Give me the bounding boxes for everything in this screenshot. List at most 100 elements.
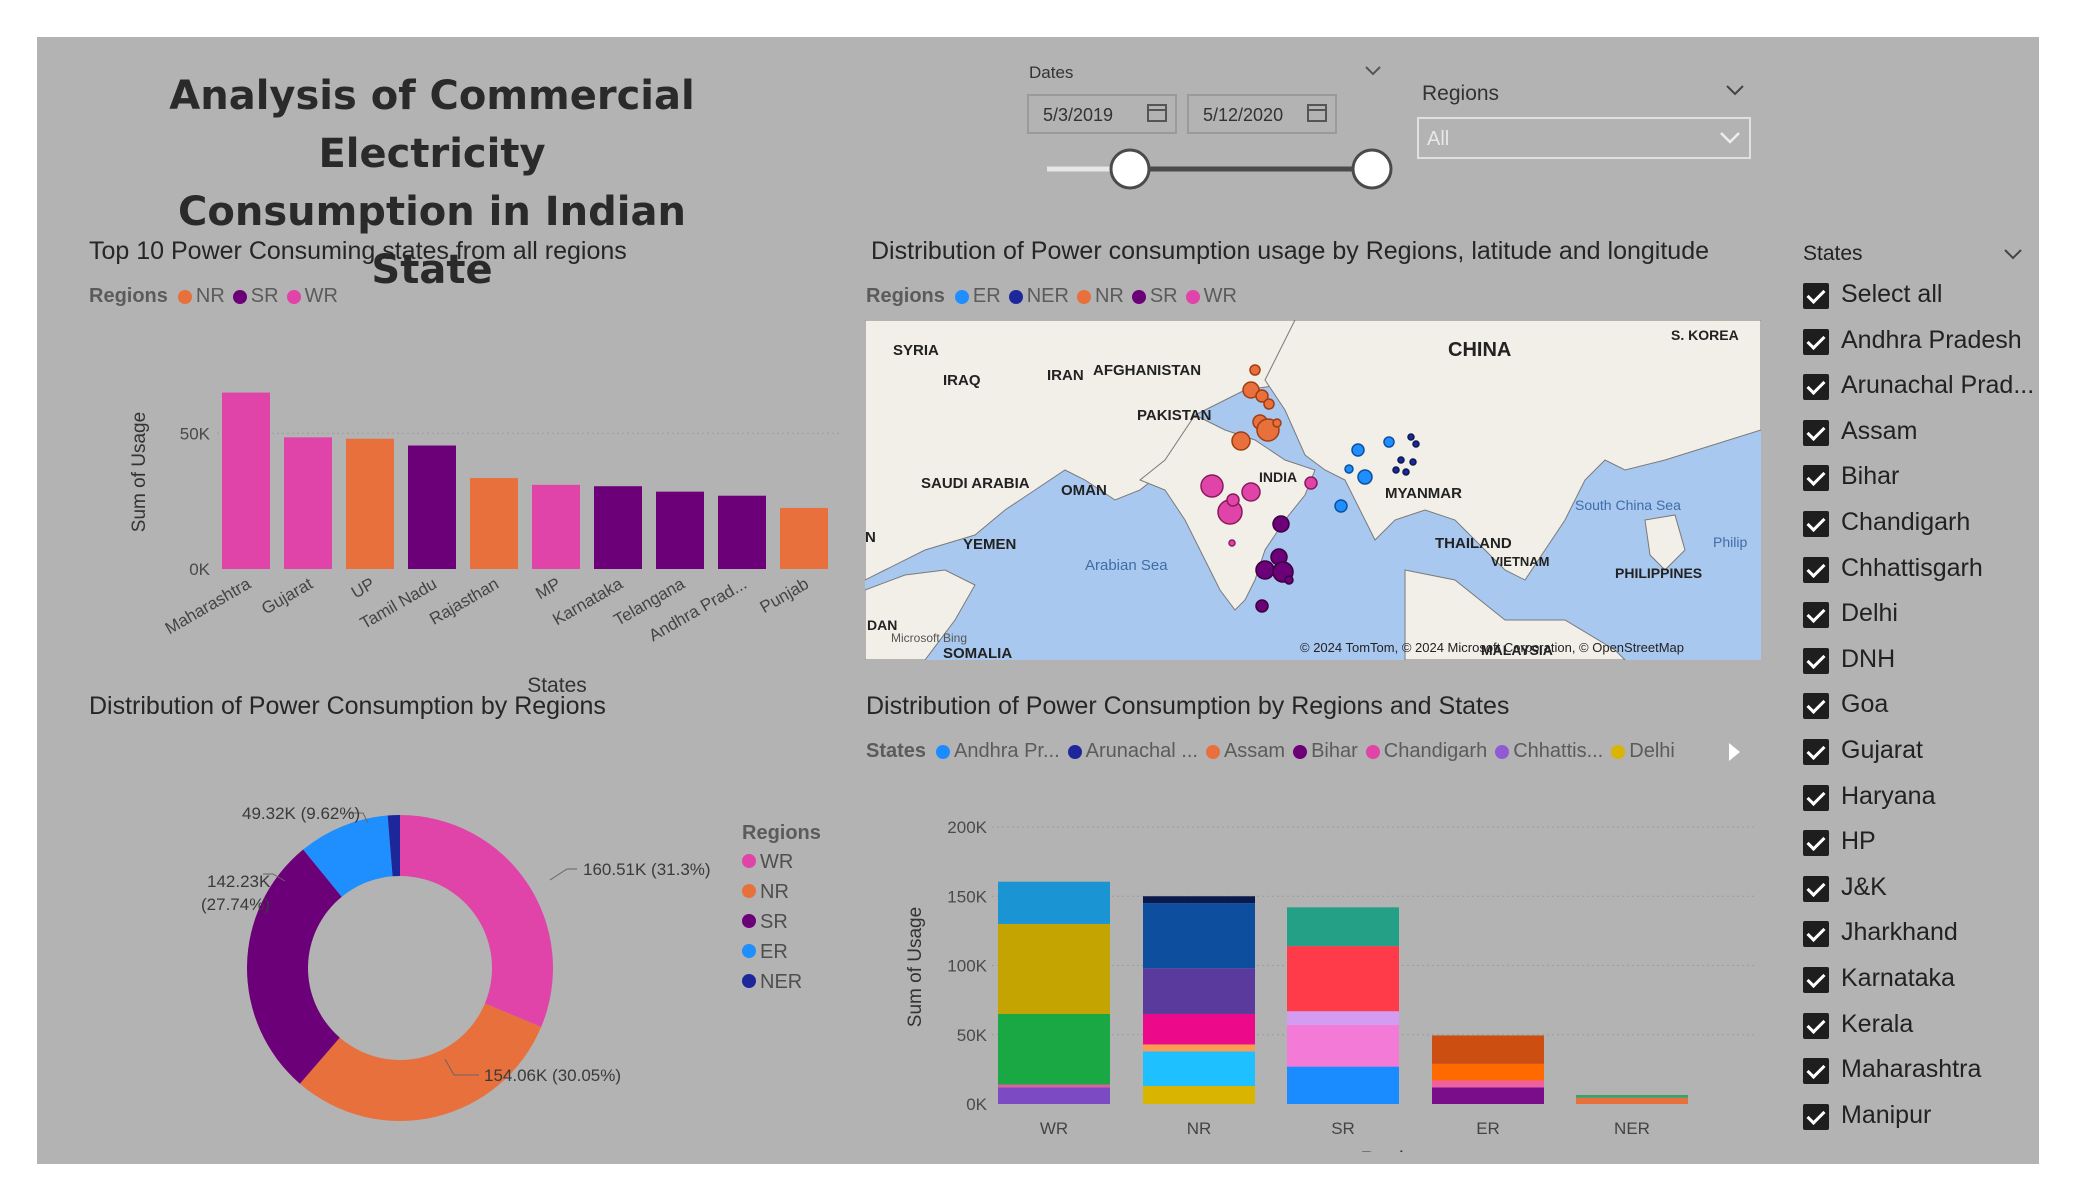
legend-item-ner[interactable]: NER — [742, 971, 821, 1001]
bar[interactable] — [222, 392, 270, 569]
state-option[interactable]: Manipur — [1803, 1101, 2023, 1133]
legend-item-arunachal[interactable]: Arunachal ... — [1067, 740, 1198, 763]
checkbox-icon[interactable] — [1803, 875, 1829, 902]
stack-segment[interactable] — [998, 1087, 1110, 1104]
stack-segment[interactable] — [1143, 1013, 1255, 1045]
stack-segment[interactable] — [998, 1084, 1110, 1088]
checkbox-icon[interactable] — [1803, 921, 1829, 948]
state-option[interactable]: Chhattisgarh — [1803, 554, 2023, 586]
bar[interactable] — [470, 478, 518, 569]
state-option[interactable]: HP — [1803, 827, 2023, 859]
map-bubble-wr[interactable] — [1304, 476, 1318, 490]
slider-start-handle[interactable] — [1109, 148, 1151, 190]
checkbox-icon[interactable] — [1803, 967, 1829, 993]
slider-end-handle[interactable] — [1351, 148, 1393, 190]
stack-segment[interactable] — [1143, 1085, 1255, 1104]
legend-item-wr[interactable]: WR — [742, 851, 821, 881]
regions-slicer-chevron-icon[interactable] — [1725, 84, 1745, 98]
checkbox-icon[interactable] — [1803, 511, 1829, 537]
date-range-slider[interactable] — [1042, 147, 1442, 193]
stack-segment[interactable] — [1287, 946, 1399, 1012]
state-option[interactable]: Gujarat — [1803, 736, 2023, 768]
checkbox-icon[interactable] — [1803, 784, 1829, 811]
map-bubble-er[interactable] — [1344, 464, 1354, 474]
state-option[interactable]: DNH — [1803, 645, 2023, 677]
checkbox-icon[interactable] — [1803, 1058, 1829, 1085]
map-bubble-nr[interactable] — [1231, 431, 1251, 451]
stack-segment[interactable] — [1143, 1044, 1255, 1052]
stack-segment[interactable] — [1287, 1066, 1399, 1104]
state-option[interactable]: Kerala — [1803, 1010, 2023, 1042]
state-option[interactable]: Delhi — [1803, 599, 2023, 631]
map-bubble-wr[interactable] — [1200, 474, 1224, 498]
map-bubble-sr[interactable] — [1255, 599, 1269, 613]
stack-segment[interactable] — [998, 1013, 1110, 1085]
state-option[interactable]: Assam — [1803, 417, 2023, 449]
legend-item-ner[interactable]: NER — [1008, 285, 1069, 308]
legend-item-sr[interactable]: SR — [1131, 285, 1178, 308]
map-bubble-wr[interactable] — [1226, 493, 1240, 507]
map-bubble-ner[interactable] — [1412, 440, 1420, 448]
state-option[interactable]: Chandigarh — [1803, 508, 2023, 540]
legend-item-delhi[interactable]: Delhi — [1611, 740, 1675, 763]
stack-segment[interactable] — [1576, 1097, 1688, 1104]
stack-segment[interactable] — [1432, 1087, 1544, 1104]
checkbox-icon[interactable] — [1803, 830, 1829, 857]
legend-item-chandigarh[interactable]: Chandigarh — [1365, 740, 1487, 763]
stack-segment[interactable] — [1287, 1011, 1399, 1026]
bar[interactable] — [594, 486, 642, 569]
donut-slice-er[interactable] — [303, 815, 393, 897]
stack-segment[interactable] — [1287, 907, 1399, 947]
start-date-input[interactable]: 5/3/2019 — [1027, 94, 1177, 134]
legend-item-wr[interactable]: WR — [286, 285, 338, 308]
legend-item-er[interactable]: ER — [742, 941, 821, 971]
donut-slice-wr[interactable] — [400, 815, 553, 1028]
donut-slice-sr[interactable] — [246, 849, 342, 1084]
checkbox-icon[interactable] — [1803, 465, 1829, 492]
bubble-map[interactable]: SYRIA IRAQ IRAN AFGHANISTAN PAKISTAN CHI… — [865, 320, 1761, 660]
state-option[interactable]: Maharashtra — [1803, 1055, 2023, 1087]
states-slicer-chevron-icon[interactable] — [2003, 248, 2023, 262]
map-bubble-sr[interactable] — [1255, 560, 1275, 580]
legend-item-andhra[interactable]: Andhra Pr... — [936, 740, 1060, 763]
map-bubble-wr[interactable] — [1228, 539, 1236, 547]
map-bubble-er[interactable] — [1334, 499, 1348, 513]
checkbox-icon[interactable] — [1803, 556, 1829, 583]
regions-dropdown[interactable]: All — [1417, 117, 1751, 159]
calendar-icon[interactable] — [1307, 104, 1327, 122]
map-bubble-ner[interactable] — [1397, 456, 1405, 464]
stack-segment[interactable] — [1143, 968, 1255, 1014]
stack-segment[interactable] — [1432, 1080, 1544, 1088]
map-bubble-ner[interactable] — [1402, 468, 1410, 476]
map-bubble-er[interactable] — [1357, 469, 1373, 485]
stack-segment[interactable] — [1143, 903, 1255, 969]
checkbox-icon[interactable] — [1803, 739, 1829, 765]
stack-segment[interactable] — [998, 923, 1110, 1014]
legend-item-bihar[interactable]: Bihar — [1293, 740, 1358, 763]
map-bubble-nr[interactable] — [1263, 398, 1275, 410]
bar[interactable] — [284, 437, 332, 569]
stack-segment[interactable] — [1432, 1035, 1544, 1064]
map-bubble-nr[interactable] — [1249, 364, 1261, 376]
map-bubble-nr[interactable] — [1255, 389, 1269, 403]
map-bubble-ner[interactable] — [1407, 433, 1415, 441]
bar[interactable] — [532, 484, 580, 569]
legend-item-chhattisgarh[interactable]: Chhattis... — [1495, 740, 1603, 763]
checkbox-icon[interactable] — [1803, 647, 1829, 674]
map-bubble-sr[interactable] — [1284, 575, 1294, 585]
checkbox-icon[interactable] — [1803, 693, 1829, 720]
legend-next-arrow-icon[interactable] — [1726, 741, 1742, 763]
map-bubble-wr[interactable] — [1241, 482, 1261, 502]
bar[interactable] — [408, 445, 456, 570]
checkbox-icon[interactable] — [1803, 419, 1829, 446]
stack-segment[interactable] — [1143, 1051, 1255, 1086]
checkbox-icon[interactable] — [1803, 374, 1829, 401]
end-date-input[interactable]: 5/12/2020 — [1187, 94, 1337, 134]
map-bubble-er[interactable] — [1383, 436, 1395, 448]
state-option[interactable]: Bihar — [1803, 462, 2023, 494]
legend-item-assam[interactable]: Assam — [1205, 740, 1285, 763]
legend-item-sr[interactable]: SR — [742, 911, 821, 941]
bar[interactable] — [718, 495, 766, 569]
map-bubble-nr[interactable] — [1272, 418, 1282, 428]
state-option[interactable]: Arunachal Prad... — [1803, 371, 2034, 403]
